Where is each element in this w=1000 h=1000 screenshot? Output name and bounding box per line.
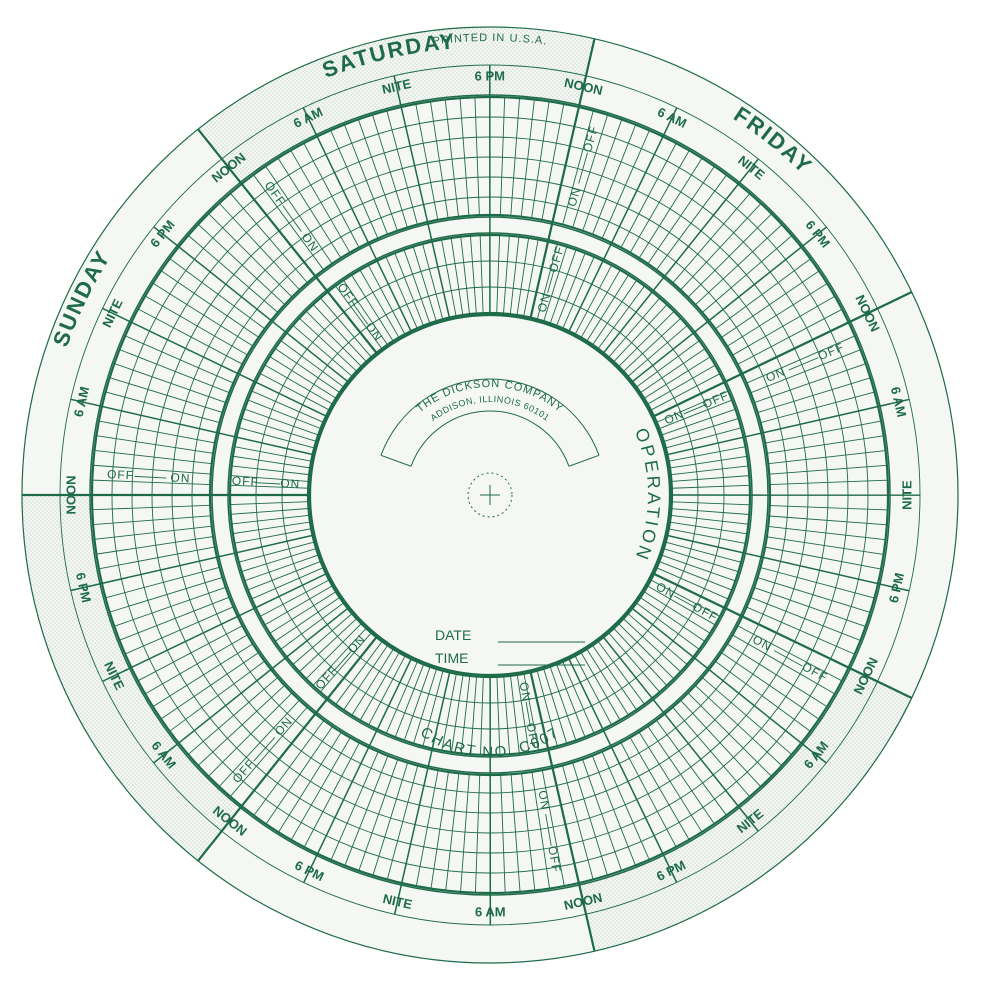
on-label-outer: ON <box>170 470 191 485</box>
circular-recorder-chart: THURSDAYWEDNESDAYTUESDAYMONDAYSUNDAYSATU… <box>0 0 1000 1000</box>
off-label-inner: OFF <box>232 474 260 489</box>
time-label-field: TIME <box>435 650 468 666</box>
off-label-outer: OFF <box>107 467 135 482</box>
date-label: DATE <box>435 627 471 643</box>
on-label-inner: ON <box>280 476 301 491</box>
